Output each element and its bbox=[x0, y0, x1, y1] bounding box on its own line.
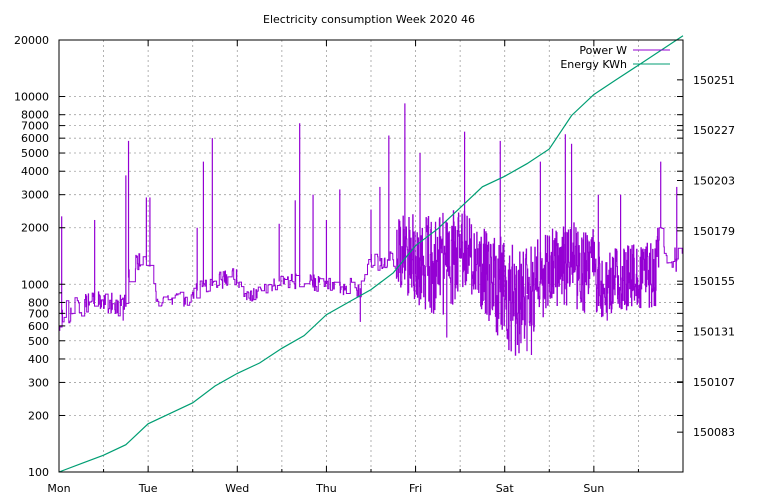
y-left-tick-label-4: 500 bbox=[28, 335, 49, 348]
y-right-tick-label-3: 150155 bbox=[693, 275, 735, 288]
x-tick-label-6: Sun bbox=[583, 482, 604, 495]
y-left-tick-label-14: 7000 bbox=[21, 120, 49, 133]
y-left-tick-label-5: 600 bbox=[28, 320, 49, 333]
legend-label-power: Power W bbox=[579, 44, 627, 57]
y-left-tick-label-9: 2000 bbox=[21, 222, 49, 235]
y-left-tick-label-10: 3000 bbox=[21, 189, 49, 202]
y-left-tick-label-15: 8000 bbox=[21, 109, 49, 122]
x-tick-label-0: Mon bbox=[47, 482, 70, 495]
y-left-tick-label-12: 5000 bbox=[21, 147, 49, 160]
y-right-tick-label-2: 150131 bbox=[693, 325, 735, 338]
y-right-tick-label-7: 150251 bbox=[693, 74, 735, 87]
energy-series-line bbox=[58, 35, 684, 473]
y-left-tick-label-17: 20000 bbox=[14, 34, 49, 47]
y-right-tick-label-4: 150179 bbox=[693, 225, 735, 238]
x-tick-label-1: Tue bbox=[138, 482, 158, 495]
energy-series-layer bbox=[58, 35, 684, 473]
x-tick-label-5: Sat bbox=[496, 482, 515, 495]
y-left-tick-label-2: 300 bbox=[28, 376, 49, 389]
y-left-tick-label-6: 700 bbox=[28, 307, 49, 320]
y-left-tick-label-8: 1000 bbox=[21, 278, 49, 291]
x-tick-label-2: Wed bbox=[225, 482, 249, 495]
legend: Power W Energy KWh bbox=[560, 44, 670, 71]
y-left-tick-label-0: 100 bbox=[28, 466, 49, 479]
power-series-line bbox=[59, 210, 684, 356]
legend-label-energy: Energy KWh bbox=[560, 58, 627, 71]
y-left-tick-label-11: 4000 bbox=[21, 165, 49, 178]
chart-title: Electricity consumption Week 2020 46 bbox=[263, 13, 475, 26]
y-left-tick-label-3: 400 bbox=[28, 353, 49, 366]
y-right-tick-label-1: 150107 bbox=[693, 376, 735, 389]
x-tick-label-4: Fri bbox=[409, 482, 422, 495]
y-left-tick-label-7: 800 bbox=[28, 296, 49, 309]
y-right-tick-label-6: 150227 bbox=[693, 124, 735, 137]
y-right-tick-label-5: 150203 bbox=[693, 175, 735, 188]
y-left-tick-label-16: 10000 bbox=[14, 91, 49, 104]
y-left-tick-label-1: 200 bbox=[28, 409, 49, 422]
x-tick-label-3: Thu bbox=[315, 482, 337, 495]
y-right-tick-label-0: 150083 bbox=[693, 426, 735, 439]
y-left-tick-label-13: 6000 bbox=[21, 132, 49, 145]
